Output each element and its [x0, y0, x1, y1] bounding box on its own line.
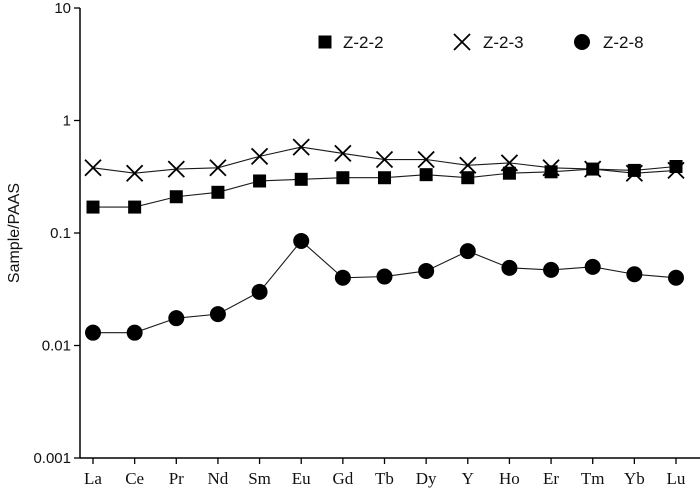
data-point-z-2-3 — [625, 164, 643, 182]
legend-label: Z-2-8 — [603, 33, 644, 52]
data-point-z-2-3 — [667, 161, 685, 180]
data-point-z-2-3 — [417, 150, 435, 169]
data-point-z-2-3 — [459, 156, 477, 174]
data-point-z-2-3 — [209, 159, 227, 177]
data-point-z-2-3 — [334, 144, 352, 163]
x-tick-label: Lu — [667, 469, 686, 488]
data-point-z-2-2 — [419, 168, 433, 182]
data-point-z-2-8 — [543, 261, 560, 278]
data-point-z-2-3 — [126, 164, 144, 182]
data-point-z-2-3 — [292, 138, 310, 156]
x-tick-label: Eu — [292, 469, 311, 488]
x-tick-label: Yb — [624, 469, 645, 488]
data-point-z-2-3 — [500, 154, 519, 172]
x-tick-label: Y — [462, 469, 474, 488]
data-point-z-2-8 — [251, 283, 268, 300]
data-point-z-2-8 — [459, 243, 476, 260]
data-point-z-2-8 — [668, 269, 684, 286]
x-tick-label: Pr — [169, 469, 184, 488]
data-point-z-2-2 — [336, 171, 350, 185]
y-tick-label: 0.1 — [50, 225, 71, 242]
legend-label: Z-2-3 — [483, 33, 524, 52]
data-point-z-2-3 — [250, 147, 269, 165]
data-point-z-2-8 — [85, 324, 101, 341]
data-point-z-2-2 — [128, 200, 142, 214]
legend-marker-z-2-2 — [318, 35, 332, 49]
data-point-z-2-2 — [253, 174, 267, 188]
data-point-z-2-2 — [294, 172, 308, 186]
y-axis-title: Sample/PAAS — [6, 183, 23, 283]
data-point-z-2-3 — [542, 159, 560, 177]
data-point-z-2-8 — [293, 232, 310, 249]
data-point-z-2-8 — [334, 269, 351, 286]
y-tick-label: 0.001 — [33, 450, 71, 467]
y-ticks: 10 1 0.1 0.01 0.001 — [33, 0, 80, 467]
legend-marker-z-2-8 — [574, 34, 590, 50]
x-tick-label: Gd — [332, 469, 353, 488]
data-point-z-2-2 — [378, 171, 391, 185]
data-point-z-2-2 — [544, 165, 558, 179]
data-point-z-2-2 — [502, 166, 516, 180]
data-point-z-2-8 — [418, 262, 435, 279]
data-point-z-2-2 — [86, 200, 100, 214]
data-point-z-2-8 — [626, 266, 643, 283]
legend-marker-z-2-3 — [453, 33, 471, 51]
data-point-z-2-3 — [84, 159, 102, 177]
x-tick-label: Er — [543, 469, 559, 488]
data-point-z-2-8 — [376, 268, 393, 285]
data-point-z-2-2 — [461, 171, 475, 185]
series-markers — [84, 138, 685, 341]
legend: Z-2-2 Z-2-3 Z-2-8 — [318, 33, 644, 52]
x-ticks: La Ce Pr Nd Sm Eu Gd Tb Dy Y Ho Er Tm Yb Lu — [84, 458, 686, 488]
data-point-z-2-2 — [669, 160, 683, 174]
x-tick-label: Ce — [125, 469, 144, 488]
x-tick-label: Nd — [208, 469, 229, 488]
data-point-z-2-8 — [584, 258, 601, 275]
data-point-z-2-8 — [209, 306, 226, 323]
data-point-z-2-3 — [584, 160, 602, 178]
y-tick-label: 0.01 — [42, 338, 71, 355]
x-tick-label: La — [84, 469, 102, 488]
data-point-z-2-8 — [126, 324, 143, 341]
data-point-z-2-8 — [168, 310, 185, 327]
data-point-z-2-2 — [627, 163, 641, 177]
x-tick-label: Sm — [248, 469, 271, 488]
x-tick-label: Tb — [375, 469, 394, 488]
legend-label: Z-2-2 — [343, 33, 384, 52]
x-tick-label: Ho — [499, 469, 520, 488]
data-point-z-2-2 — [169, 190, 183, 204]
y-tick-label: 1 — [63, 113, 71, 130]
x-tick-label: Dy — [416, 469, 437, 488]
data-point-z-2-8 — [501, 259, 518, 276]
x-tick-label: Tm — [581, 469, 605, 488]
data-point-z-2-3 — [375, 150, 394, 169]
data-point-z-2-2 — [211, 185, 225, 199]
y-tick-label: 10 — [54, 0, 71, 17]
data-point-z-2-3 — [167, 160, 185, 178]
